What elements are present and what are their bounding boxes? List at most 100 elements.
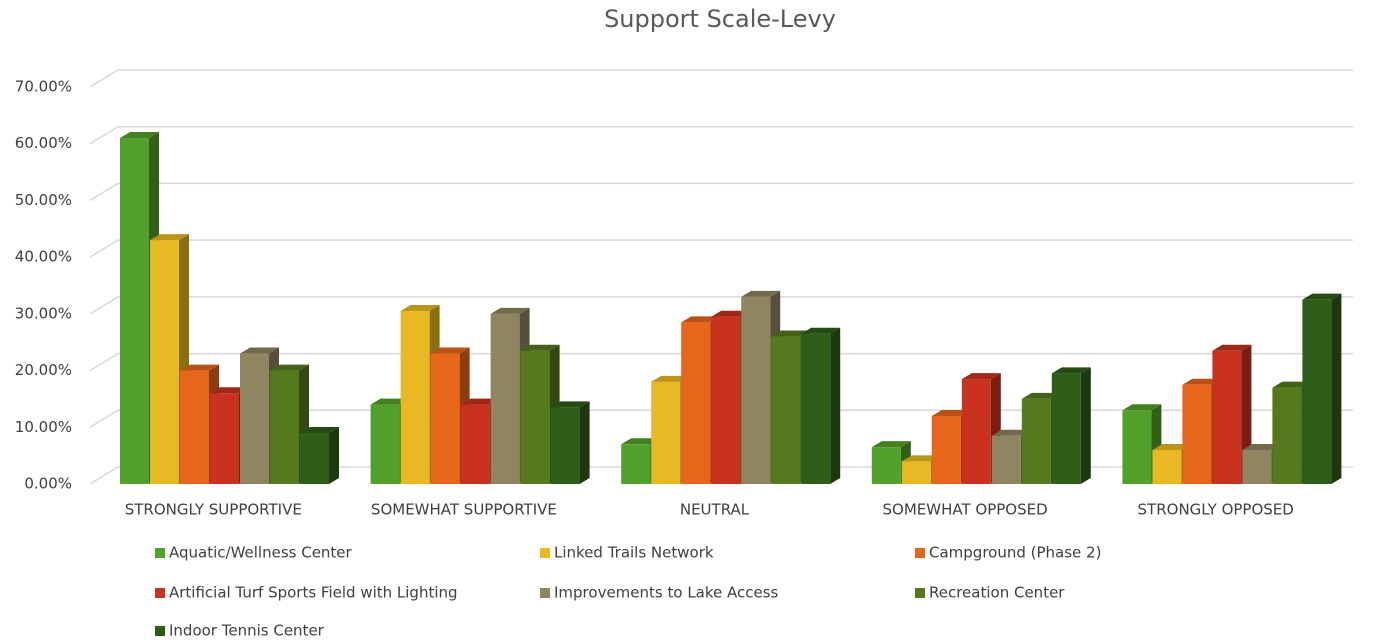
bar-face — [1302, 299, 1332, 484]
bar-face — [681, 316, 721, 323]
bar-face — [681, 322, 711, 484]
bar-face — [711, 310, 751, 317]
bar-face — [991, 429, 1031, 436]
bar-face — [120, 132, 159, 139]
bar-face — [1152, 449, 1182, 484]
y-tick-label: 50.00% — [15, 191, 72, 209]
bar-face — [1242, 449, 1272, 484]
bar — [1302, 293, 1342, 484]
x-tick-label: STRONGLY OPPOSED — [1138, 501, 1294, 519]
legend-swatch — [155, 626, 165, 636]
bar-face — [1182, 384, 1212, 484]
bar-face — [901, 455, 941, 462]
bar — [550, 401, 590, 484]
grid-line — [89, 125, 1353, 145]
bar-face — [931, 415, 961, 484]
bar-face — [240, 347, 279, 354]
bar-face — [771, 330, 811, 337]
bar-face — [370, 404, 400, 484]
bar-face — [1272, 387, 1302, 484]
bar-face — [430, 353, 460, 484]
legend-label: Artificial Turf Sports Field with Lighti… — [169, 584, 458, 602]
y-tick-label: 20.00% — [15, 361, 72, 379]
bar-face — [741, 296, 771, 484]
bar-face — [1242, 443, 1282, 450]
grid-line — [89, 352, 1353, 372]
bar — [801, 327, 841, 484]
bar-face — [300, 432, 329, 484]
bar-face — [400, 305, 440, 312]
bar-face — [651, 375, 691, 382]
legend-swatch — [540, 548, 550, 558]
bar-face — [830, 327, 841, 484]
bar-face — [931, 409, 971, 416]
legend-label: Campground (Phase 2) — [929, 544, 1101, 562]
y-tick-label: 30.00% — [15, 304, 72, 322]
bar-face — [871, 441, 911, 448]
y-tick-label: 10.00% — [15, 418, 72, 436]
y-tick-label: 60.00% — [15, 134, 72, 152]
legend-swatch — [915, 548, 925, 558]
bar-face — [490, 313, 520, 484]
bar-face — [1122, 404, 1162, 411]
grid-line — [89, 296, 1353, 315]
bar-face — [1212, 350, 1242, 484]
bar — [1272, 381, 1312, 484]
bar-face — [871, 447, 901, 484]
x-tick-label: STRONGLY SUPPORTIVE — [125, 501, 302, 519]
bar-face — [771, 336, 801, 484]
bar-face — [550, 407, 580, 484]
bar-face — [741, 290, 781, 297]
grid-line — [89, 239, 1353, 258]
bar-face — [961, 373, 1001, 380]
bar-face — [180, 370, 209, 484]
bar — [300, 426, 339, 484]
bar-face — [1331, 293, 1342, 484]
bar-face — [1152, 443, 1192, 450]
bar-face — [1021, 392, 1061, 399]
bar-face — [120, 138, 149, 485]
legend-label: Recreation Center — [929, 584, 1065, 602]
bar-face — [621, 444, 651, 484]
grid-line — [89, 69, 1353, 88]
bar-face — [150, 240, 179, 484]
y-tick-label: 0.00% — [24, 475, 72, 493]
bar-face — [1080, 367, 1091, 484]
bar-face — [621, 438, 661, 445]
bar-face — [329, 426, 339, 484]
bar-face — [801, 333, 831, 484]
bar-face — [550, 401, 590, 408]
legend-label: Linked Trails Network — [554, 544, 714, 562]
bar-face — [430, 347, 470, 354]
bar-face — [210, 387, 249, 394]
legend-swatch — [155, 548, 165, 558]
bar-face — [1051, 373, 1081, 484]
bar-face — [651, 381, 681, 484]
x-tick-label: SOMEWHAT OPPOSED — [883, 501, 1048, 519]
bar — [1051, 367, 1091, 484]
bar-face — [460, 398, 500, 405]
y-tick-label: 70.00% — [15, 78, 72, 96]
bar-face — [1122, 410, 1152, 484]
legend-label: Aquatic/Wellness Center — [169, 544, 353, 562]
bar-face — [490, 307, 530, 314]
legend-swatch — [540, 588, 550, 598]
bar-face — [961, 379, 991, 484]
bar-face — [460, 404, 490, 484]
bar-face — [901, 461, 931, 484]
y-tick-label: 40.00% — [15, 248, 72, 266]
bar-face — [1051, 367, 1091, 374]
bar-face — [711, 316, 741, 484]
bar-face — [180, 364, 219, 371]
bar-face — [300, 426, 339, 433]
x-tick-label: NEUTRAL — [680, 501, 750, 519]
bar-face — [240, 353, 269, 484]
bar-face — [1302, 293, 1342, 300]
bar-face — [400, 311, 430, 484]
legend-label: Indoor Tennis Center — [169, 622, 325, 640]
x-tick-label: SOMEWHAT SUPPORTIVE — [371, 501, 557, 519]
bar-face — [270, 370, 299, 484]
legend-label: Improvements to Lake Access — [554, 584, 779, 602]
bar-face — [801, 327, 841, 334]
